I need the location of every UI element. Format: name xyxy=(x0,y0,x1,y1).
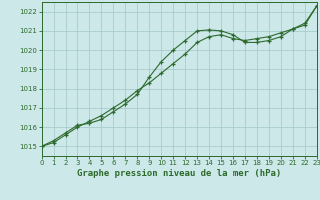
X-axis label: Graphe pression niveau de la mer (hPa): Graphe pression niveau de la mer (hPa) xyxy=(77,169,281,178)
